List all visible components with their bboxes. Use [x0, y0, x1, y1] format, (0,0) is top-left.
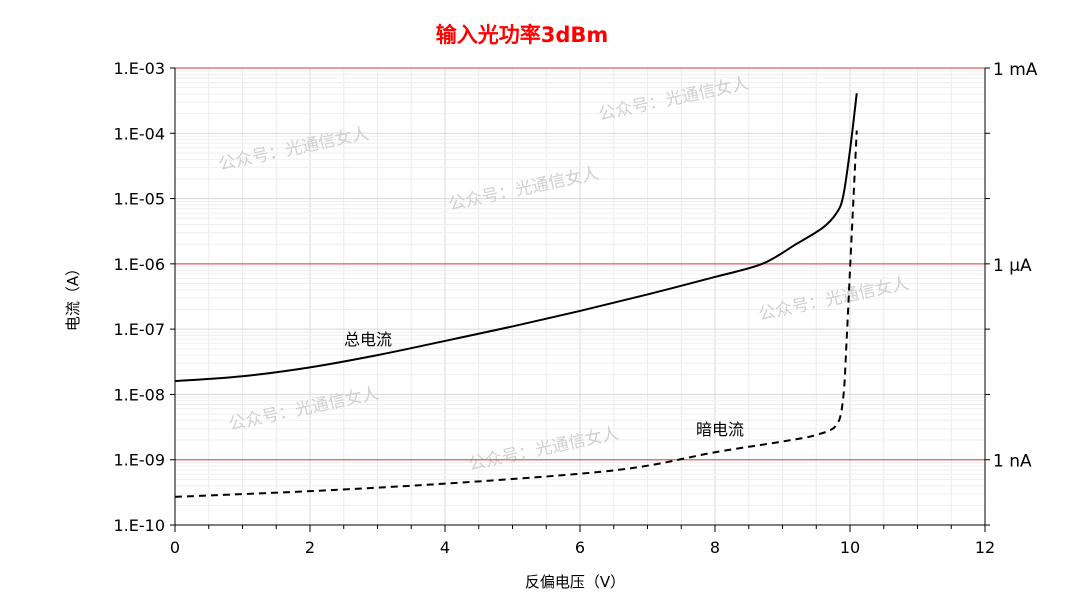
- y-tick-label: 1.E-06: [113, 255, 165, 274]
- series-line-total-current: [174, 93, 858, 383]
- chart-title: 输入光功率3dBm: [436, 23, 609, 47]
- x-axis-label: 反偏电压（V）: [525, 573, 625, 591]
- reference-label: 1 μA: [993, 256, 1032, 276]
- reference-label: 1 nA: [993, 452, 1032, 472]
- reference-label: 1 mA: [993, 60, 1038, 80]
- y-axis-label: 电流（A）: [64, 261, 82, 331]
- series-label-total-current: 总电流: [344, 330, 392, 349]
- y-tick-label: 1.E-09: [113, 451, 165, 470]
- y-tick-label: 1.E-04: [113, 124, 165, 143]
- series-label-dark-current: 暗电流: [696, 420, 744, 439]
- y-tick-label: 1.E-05: [113, 190, 165, 209]
- x-tick-label: 4: [440, 538, 450, 557]
- x-tick-label: 0: [170, 538, 180, 557]
- y-tick-label: 1.E-03: [113, 59, 165, 78]
- x-tick-label: 8: [710, 538, 720, 557]
- y-tick-label: 1.E-08: [113, 385, 165, 404]
- x-tick-label: 6: [575, 538, 585, 557]
- series-line-dark-current: [174, 130, 858, 498]
- grid: [174, 68, 986, 526]
- watermark-text: 公众号：光通信女人: [757, 274, 911, 325]
- y-tick-label: 1.E-07: [113, 320, 165, 339]
- x-tick-label: 2: [305, 538, 315, 557]
- y-tick-label: 1.E-10: [113, 516, 165, 535]
- watermark-text: 公众号：光通信女人: [467, 424, 621, 475]
- watermark-text: 公众号：光通信女人: [447, 164, 601, 215]
- x-tick-label: 10: [840, 538, 860, 557]
- watermark-text: 公众号：光通信女人: [597, 74, 751, 125]
- series: [174, 93, 858, 498]
- x-tick-label: 12: [975, 538, 995, 557]
- axes: 0 2 4 6 8 10 12 1.E-10 1.E-09 1.E-08 1.E-07 1.E-06 1…: [113, 59, 995, 557]
